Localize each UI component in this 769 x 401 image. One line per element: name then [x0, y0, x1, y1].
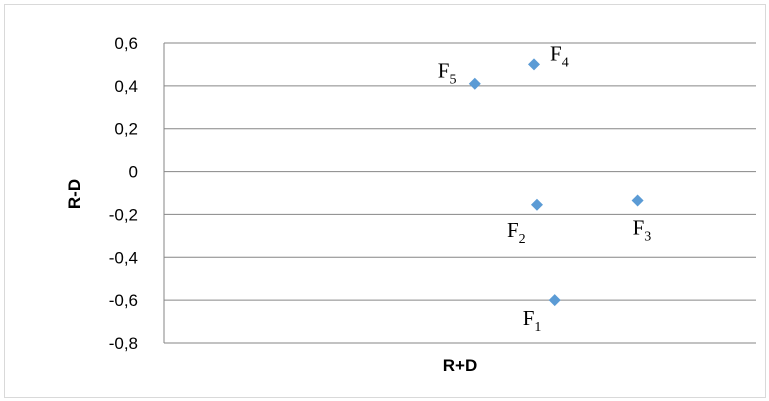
point-label: F2: [507, 218, 526, 247]
data-point-marker: [548, 294, 561, 307]
point-label: F5: [438, 59, 457, 88]
grid-lines: [164, 42, 756, 344]
y-tick-label: 0,4: [114, 77, 138, 96]
y-tick-label: 0,2: [114, 120, 138, 139]
point-label: F4: [550, 41, 569, 70]
y-tick-label: -0,6: [109, 291, 138, 310]
point-labels: F1 F2 F3 F4 F5: [438, 41, 651, 335]
x-axis-title: R+D: [443, 356, 477, 375]
data-point-marker: [468, 77, 481, 90]
y-tick-label: 0: [129, 163, 138, 182]
data-point-marker: [530, 198, 543, 211]
point-label: F3: [633, 216, 652, 245]
y-tick-labels: 0,6 0,4 0,2 0 -0,2 -0,4 -0,6 -0,8: [109, 34, 138, 353]
data-point-marker: [631, 194, 644, 207]
data-points: [468, 58, 644, 307]
y-tick-label: 0,6: [114, 34, 138, 53]
y-tick-label: -0,8: [109, 334, 138, 353]
y-tick-label: -0,4: [109, 248, 138, 267]
point-label: F1: [523, 306, 542, 335]
y-axis-title: R-D: [65, 179, 84, 209]
y-tick-label: -0,2: [109, 205, 138, 224]
data-point-marker: [528, 58, 540, 71]
